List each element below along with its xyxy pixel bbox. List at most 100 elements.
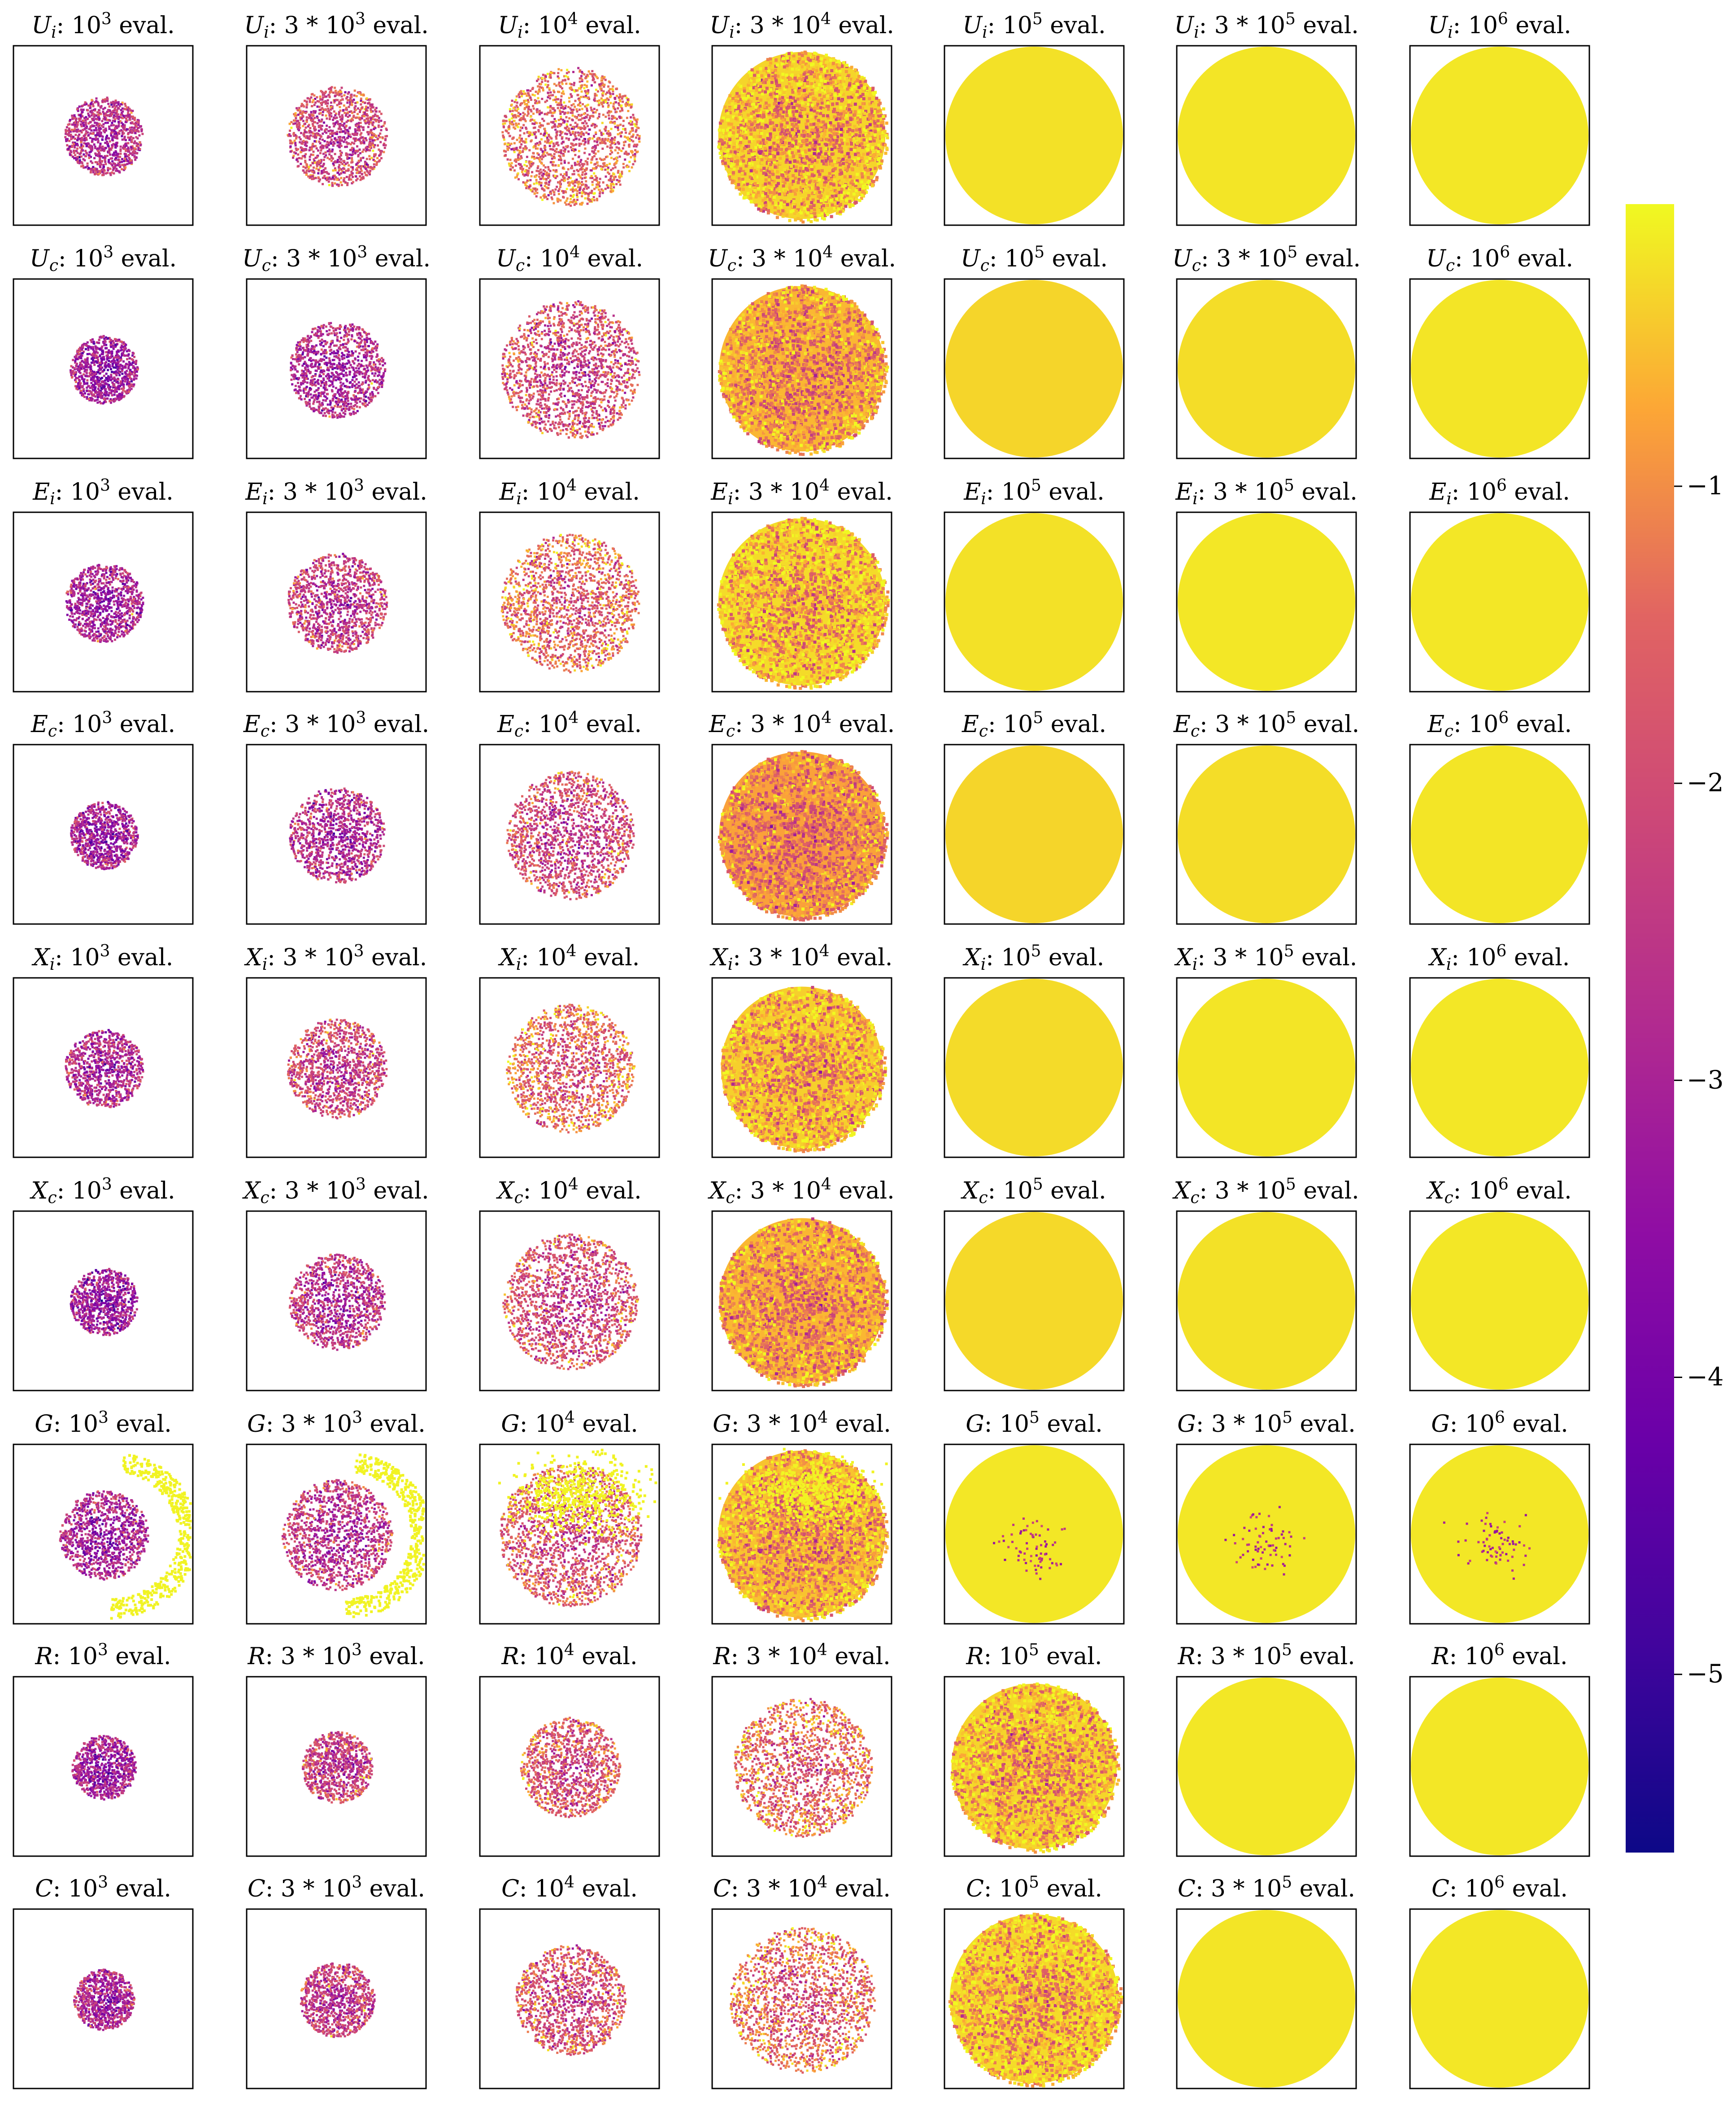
heatmap-cell (584, 170, 586, 172)
heatmap-cell (363, 115, 365, 118)
heatmap-cell (509, 135, 511, 137)
heatmap-cell (320, 127, 322, 130)
heatmap-cell (117, 121, 120, 123)
heatmap-cell (99, 123, 101, 125)
heatmap-cell (309, 127, 311, 129)
heatmap-cell (125, 139, 127, 141)
heatmap-cell (121, 168, 123, 170)
heatmap-cell (347, 153, 349, 156)
heatmap-cell (337, 92, 339, 95)
heatmap-cell (73, 143, 75, 145)
heatmap-cell (296, 123, 298, 125)
heatmap-cell (353, 133, 355, 135)
heatmap-cell (326, 105, 328, 107)
heatmap-cell (106, 100, 109, 102)
heatmap-cell (94, 108, 96, 110)
heatmap-cell (300, 118, 303, 120)
heatmap-cell (554, 129, 557, 131)
heatmap-cell (100, 105, 103, 107)
heatmap-cell (65, 140, 67, 142)
heatmap-cell (323, 171, 326, 173)
heatmap-cell (91, 114, 93, 117)
heatmap-cell (527, 99, 529, 101)
heatmap-cell (324, 129, 326, 131)
heatmap-cell (599, 195, 601, 197)
heatmap-cell (333, 117, 335, 119)
heatmap-cell (113, 167, 115, 170)
heatmap-cell (302, 170, 305, 172)
heatmap-cell (305, 106, 308, 109)
heatmap-cell (371, 168, 374, 170)
heatmap-cell (91, 148, 93, 150)
heatmap-cell (354, 90, 356, 92)
heatmap-cell (336, 141, 339, 144)
heatmap-cell (331, 150, 333, 153)
heatmap-cell (358, 160, 360, 162)
heatmap-cell (530, 140, 532, 143)
heatmap-cell (336, 139, 338, 141)
heatmap-cell (135, 157, 138, 159)
heatmap-cell (68, 140, 70, 142)
heatmap-cell (288, 133, 291, 135)
heatmap-cell (612, 85, 614, 87)
heatmap-cell (97, 140, 100, 142)
heatmap-cell (356, 163, 358, 166)
heatmap-cell (121, 158, 123, 160)
heatmap-cell (361, 126, 364, 128)
heatmap-cell (539, 86, 541, 88)
heatmap-cell (356, 145, 358, 148)
heatmap-cell (316, 165, 318, 167)
heatmap-cell (379, 110, 381, 113)
heatmap-cell (91, 99, 93, 101)
heatmap-cell (334, 138, 336, 140)
heatmap-cell (127, 149, 130, 151)
heatmap-cell (313, 166, 315, 169)
heatmap-cell (81, 148, 83, 151)
heatmap-cell (587, 114, 589, 116)
heatmap-cell (106, 155, 109, 157)
heatmap-cell (359, 152, 361, 154)
heatmap-cell (583, 152, 586, 154)
heatmap-cell (105, 138, 107, 140)
heatmap-cell (311, 93, 313, 95)
heatmap-cell (636, 144, 638, 146)
heatmap-cell (131, 154, 134, 156)
heatmap-cell (295, 117, 297, 119)
heatmap-cell (88, 157, 90, 159)
heatmap-cell (567, 145, 569, 147)
heatmap-cell (319, 152, 322, 154)
heatmap-cell (320, 165, 322, 167)
heatmap-cell (322, 139, 324, 141)
heatmap-cell (87, 113, 89, 115)
heatmap-cell (73, 157, 75, 159)
heatmap-cell (100, 143, 102, 145)
heatmap-cell (360, 98, 362, 100)
panel-ui-1: Ui: 103 eval. (13, 10, 193, 225)
heatmap-cell (565, 116, 567, 118)
heatmap-cell (548, 168, 550, 170)
heatmap-cell (336, 133, 338, 135)
heatmap-cell (342, 130, 344, 132)
heatmap-cell (104, 100, 106, 103)
heatmap-cell (100, 161, 103, 163)
heatmap-cell (119, 150, 122, 152)
heatmap-cell (309, 149, 311, 151)
heatmap-cell (97, 114, 99, 116)
heatmap-cell (365, 148, 368, 151)
heatmap-cell (309, 101, 311, 103)
heatmap-cell (554, 164, 557, 166)
heatmap-cell (315, 177, 317, 179)
heatmap-cell (305, 131, 308, 134)
heatmap-cell (303, 140, 305, 142)
heatmap-cell (519, 130, 522, 132)
heatmap-cell (536, 111, 539, 113)
heatmap-cell (77, 156, 79, 158)
heatmap-cell (358, 126, 360, 128)
heatmap-cell (363, 148, 365, 151)
heatmap-cell (513, 101, 516, 103)
heatmap-cell (380, 129, 382, 131)
heatmap-cell (98, 170, 100, 172)
heatmap-cell (329, 136, 331, 138)
heatmap-cell (296, 107, 298, 109)
